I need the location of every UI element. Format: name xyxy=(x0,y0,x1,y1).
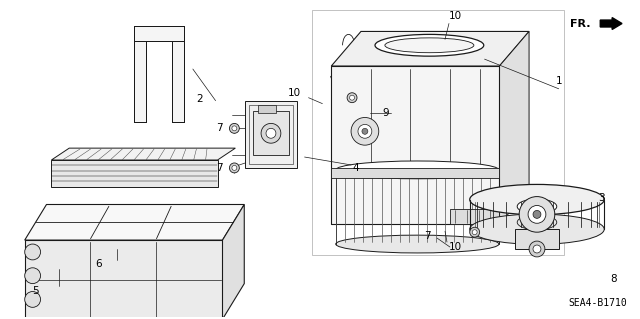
Circle shape xyxy=(25,292,40,307)
Circle shape xyxy=(232,166,237,170)
Text: 10: 10 xyxy=(449,11,461,21)
Ellipse shape xyxy=(517,199,557,214)
Circle shape xyxy=(351,117,379,145)
Circle shape xyxy=(470,227,479,237)
Circle shape xyxy=(529,241,545,257)
FancyArrow shape xyxy=(600,18,622,29)
Polygon shape xyxy=(51,148,236,160)
Circle shape xyxy=(533,245,541,253)
Bar xyxy=(345,105,385,158)
Ellipse shape xyxy=(336,161,499,179)
Text: 7: 7 xyxy=(216,123,223,133)
Text: 3: 3 xyxy=(598,193,605,203)
Text: 1: 1 xyxy=(556,76,562,86)
Circle shape xyxy=(472,230,477,235)
Circle shape xyxy=(232,126,237,131)
Ellipse shape xyxy=(385,38,474,53)
Ellipse shape xyxy=(375,34,484,56)
Ellipse shape xyxy=(470,184,604,215)
Circle shape xyxy=(358,124,372,138)
Text: FR.: FR. xyxy=(570,19,590,28)
Polygon shape xyxy=(134,29,147,122)
Bar xyxy=(245,101,297,168)
Bar xyxy=(312,10,564,255)
Polygon shape xyxy=(450,210,499,224)
Polygon shape xyxy=(332,32,529,66)
Polygon shape xyxy=(172,29,184,122)
Text: 7: 7 xyxy=(216,163,223,173)
Polygon shape xyxy=(332,66,499,224)
Bar xyxy=(253,111,289,155)
Circle shape xyxy=(25,244,40,260)
Text: 10: 10 xyxy=(288,88,301,98)
Circle shape xyxy=(261,123,281,143)
Ellipse shape xyxy=(470,214,604,244)
Text: 6: 6 xyxy=(95,259,102,269)
Text: 5: 5 xyxy=(32,286,39,295)
Polygon shape xyxy=(332,66,351,224)
Polygon shape xyxy=(223,204,244,319)
Circle shape xyxy=(533,211,541,218)
Ellipse shape xyxy=(517,215,557,230)
Polygon shape xyxy=(515,229,559,249)
Polygon shape xyxy=(499,32,529,224)
Polygon shape xyxy=(25,240,223,319)
Text: 9: 9 xyxy=(382,108,389,117)
Polygon shape xyxy=(25,204,244,240)
Circle shape xyxy=(229,123,239,133)
Polygon shape xyxy=(134,26,184,41)
Circle shape xyxy=(519,197,555,232)
Bar xyxy=(249,105,292,164)
Text: SEA4-B1710: SEA4-B1710 xyxy=(568,298,627,308)
Bar xyxy=(258,105,276,113)
Bar xyxy=(341,101,388,162)
Circle shape xyxy=(347,93,357,103)
Circle shape xyxy=(229,163,239,173)
Text: 2: 2 xyxy=(196,94,203,104)
Text: 4: 4 xyxy=(353,163,359,173)
Polygon shape xyxy=(332,168,499,178)
Text: 8: 8 xyxy=(610,274,616,284)
Circle shape xyxy=(25,268,40,284)
Ellipse shape xyxy=(336,235,499,253)
Text: 10: 10 xyxy=(449,242,461,252)
Circle shape xyxy=(266,128,276,138)
Circle shape xyxy=(362,128,368,134)
Polygon shape xyxy=(51,160,218,187)
Text: 7: 7 xyxy=(424,231,431,241)
Circle shape xyxy=(528,205,546,223)
Circle shape xyxy=(349,95,355,100)
